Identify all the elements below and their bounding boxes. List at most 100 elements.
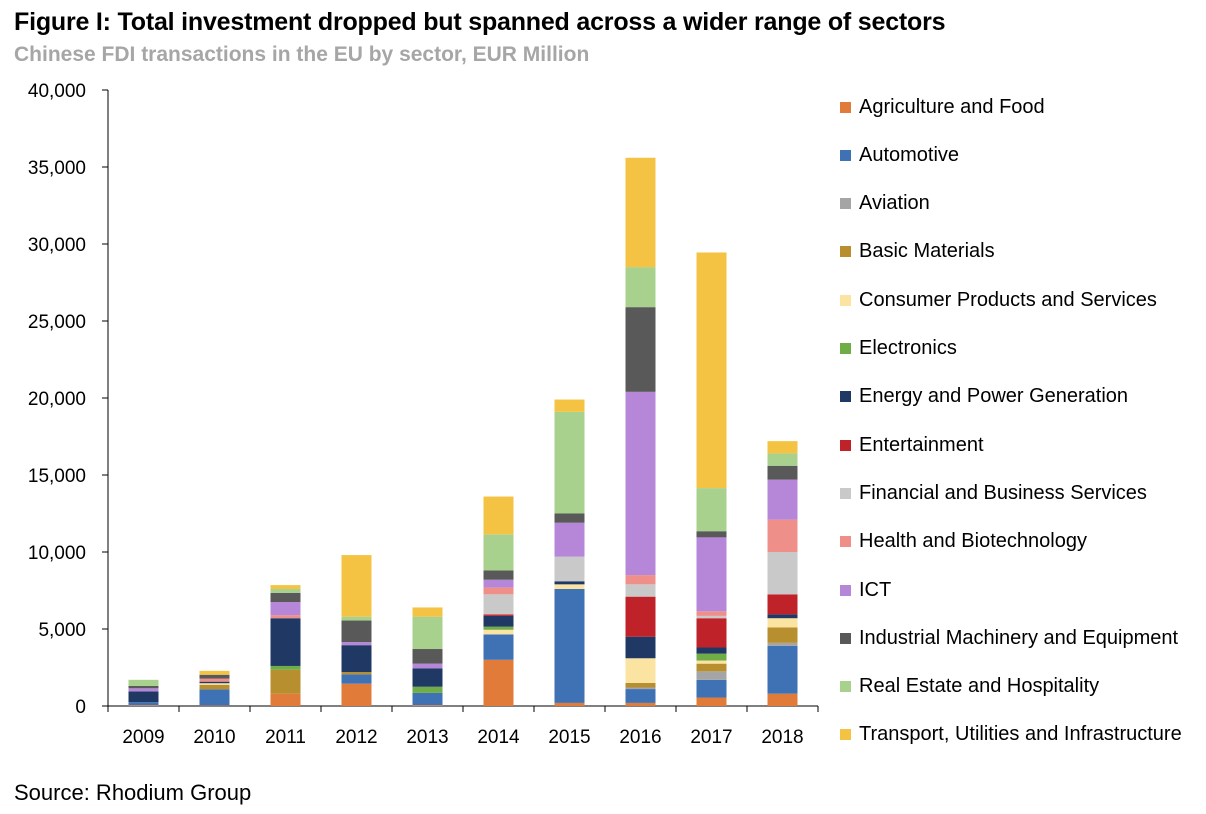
- bar-segment: [696, 653, 727, 661]
- y-tick-label: 15,000: [28, 466, 86, 487]
- legend-label: ICT: [859, 578, 892, 601]
- bar-segment: [696, 671, 727, 680]
- bar-segment: [128, 702, 159, 706]
- bar-segment: [341, 672, 372, 675]
- x-tick-label: 2009: [122, 727, 164, 748]
- bar-segment: [554, 581, 585, 585]
- legend-label: Health and Biotechnology: [859, 530, 1087, 553]
- legend-label: Industrial Machinery and Equipment: [859, 626, 1179, 649]
- x-tick-label: 2010: [193, 727, 235, 748]
- bar-segment: [270, 669, 301, 694]
- bar-segment: [696, 531, 727, 538]
- bar-segment: [767, 465, 798, 480]
- bar-segment: [128, 685, 159, 689]
- chart-subtitle: Chinese FDI transactions in the EU by se…: [14, 43, 590, 66]
- bar-segment: [483, 629, 514, 635]
- bar-segment: [270, 585, 301, 589]
- legend-label: Electronics: [859, 337, 957, 359]
- bar-segment: [412, 649, 443, 664]
- bar-segment: [341, 616, 372, 621]
- bar-segment: [483, 587, 514, 595]
- legend-item: Aviation: [840, 189, 930, 219]
- bar-segment: [625, 584, 656, 597]
- legend-swatch: [840, 729, 851, 741]
- bar-segment: [412, 705, 443, 706]
- legend-item: Automotive: [840, 140, 959, 170]
- legend-label: Automotive: [859, 143, 960, 166]
- bar-segment: [128, 691, 159, 703]
- bar-segment: [199, 670, 230, 675]
- bar-segment: [554, 584, 585, 589]
- legend-swatch: [840, 246, 851, 258]
- bar-segment: [128, 705, 159, 706]
- y-tick-label: 40,000: [28, 81, 86, 102]
- bar-segment: [625, 307, 656, 392]
- bar-segment: [341, 645, 372, 673]
- legend-item: Consumer Products and Services: [840, 285, 1157, 315]
- bar-segment: [199, 689, 230, 706]
- bar-segment: [483, 594, 514, 615]
- legend-item: Real Estate and Hospitality: [840, 672, 1099, 702]
- bar-segment: [412, 692, 443, 706]
- x-tick-label: 2018: [761, 727, 803, 748]
- bar-segment: [199, 684, 230, 690]
- bar-segment: [554, 556, 585, 582]
- bar-segment: [625, 689, 656, 703]
- bar-segment: [199, 674, 230, 679]
- bar-segment: [767, 453, 798, 466]
- bar-segment: [270, 615, 301, 619]
- bar-segment: [767, 552, 798, 595]
- legend-swatch: [840, 439, 851, 451]
- bar-segment: [483, 579, 514, 588]
- legend-swatch: [840, 391, 851, 403]
- bar-segment: [767, 627, 798, 643]
- legend-swatch: [840, 584, 851, 596]
- bar-segment: [696, 697, 727, 706]
- legend-item: ICT: [840, 575, 891, 605]
- legend-label: Agriculture and Food: [859, 95, 1045, 118]
- x-tick-label: 2017: [690, 727, 732, 748]
- bar-segment: [270, 693, 301, 706]
- bar-segment: [767, 693, 798, 706]
- bar-segment: [625, 636, 656, 659]
- bar-segment: [270, 665, 301, 670]
- bar-segment: [483, 614, 514, 616]
- legend-swatch: [840, 198, 851, 210]
- legend-item: Industrial Machinery and Equipment: [840, 623, 1178, 653]
- bar-segment: [696, 615, 727, 619]
- bar-segment: [412, 686, 443, 693]
- bar-segment: [483, 496, 514, 535]
- legend-swatch: [840, 487, 851, 499]
- bar-segment: [767, 645, 798, 694]
- legend-swatch: [840, 101, 851, 113]
- bar-segment: [199, 705, 230, 707]
- x-tick-label: 2011: [265, 727, 306, 748]
- bar-segment: [625, 682, 656, 688]
- bar-segment: [270, 592, 301, 603]
- bar-segment: [128, 679, 159, 686]
- bar-segment: [341, 620, 372, 643]
- bar-segment: [696, 611, 727, 616]
- legend-label: Entertainment: [859, 433, 984, 456]
- bar-segment: [270, 618, 301, 666]
- legend-item: Electronics: [840, 334, 957, 364]
- bar-segment: [483, 626, 514, 630]
- x-tick-label: 2016: [619, 727, 661, 748]
- legend-swatch: [840, 536, 851, 548]
- bar-segment: [412, 607, 443, 617]
- bar-segment: [199, 681, 230, 684]
- legend-label: Basic Materials: [859, 240, 995, 263]
- bar-segment: [767, 642, 798, 646]
- bar-segment: [625, 687, 656, 690]
- bar-segment: [128, 688, 159, 692]
- legend-item: Basic Materials: [840, 237, 995, 267]
- bar-segment: [341, 674, 372, 684]
- bar-segment: [412, 668, 443, 687]
- bar-segment: [554, 399, 585, 412]
- legend-item: Entertainment: [840, 430, 984, 460]
- legend-item: Agriculture and Food: [840, 92, 1045, 122]
- bar-segment: [696, 679, 727, 698]
- legend-label: Consumer Products and Services: [859, 288, 1157, 311]
- bar-segment: [412, 616, 443, 650]
- legend-swatch: [840, 632, 851, 644]
